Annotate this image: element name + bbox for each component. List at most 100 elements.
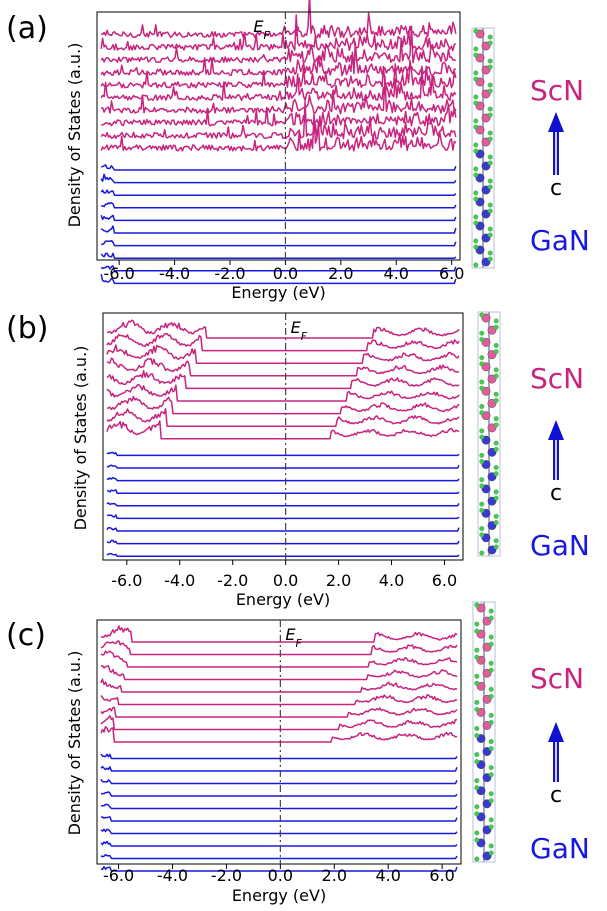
n-atom [488, 720, 494, 725]
scn-dos-curve [100, 100, 457, 140]
n-atom [487, 112, 493, 118]
scn-dos-curve [100, 0, 457, 39]
gan-dos-curve [100, 791, 458, 797]
scn-dos-curve [100, 41, 457, 77]
n-atom [479, 477, 485, 483]
n-atom [473, 28, 479, 34]
n-atom [488, 772, 494, 778]
scn-label: ScN [530, 662, 584, 695]
scn-dos-curve [100, 693, 458, 706]
arrow-head [548, 420, 564, 440]
gan-dos-curve [100, 189, 457, 196]
n-atom [488, 686, 494, 692]
scn-dos-curve [106, 370, 460, 390]
n-atom [479, 361, 485, 367]
n-atom [474, 647, 480, 653]
n-atom [479, 336, 485, 342]
gan-dos-curve [100, 828, 458, 835]
gan-dos-curve [100, 816, 458, 822]
n-atom [473, 190, 479, 196]
n-atom [487, 64, 493, 70]
n-atom [474, 699, 480, 705]
x-tick-label: 4.0 [379, 571, 404, 590]
x-tick-label: -2.0 [217, 571, 248, 590]
gan-dos-curve [101, 164, 457, 171]
n-atom [488, 791, 494, 797]
gan-dos-curve [100, 214, 457, 222]
n-atom [487, 40, 493, 46]
scn-dos-curve [106, 383, 460, 402]
n-atom [493, 324, 499, 330]
n-atom [488, 824, 494, 830]
n-atom [488, 843, 494, 849]
crystal-structure [477, 311, 501, 557]
n-atom [479, 526, 485, 532]
gan-dos-curve [100, 778, 458, 785]
n-atom [479, 379, 485, 385]
n-atom [488, 660, 494, 666]
gan-dos-curve [100, 201, 457, 209]
arrow-head [548, 722, 564, 742]
scn-dos-curve [100, 25, 457, 64]
n-atom [479, 434, 485, 440]
x-tick-label: 2.0 [326, 571, 351, 590]
n-atom [493, 471, 499, 477]
n-atom [488, 850, 494, 856]
n-atom [488, 634, 494, 640]
scn-dos-curve [100, 715, 458, 731]
scn-dos-curve [100, 113, 457, 152]
n-atom [474, 680, 480, 686]
c-axis-label: c [550, 481, 562, 506]
n-atom [473, 94, 479, 100]
n-atom [488, 667, 494, 673]
n-atom [479, 507, 485, 513]
n-atom [493, 495, 499, 501]
n-atom [488, 817, 494, 823]
n-atom [487, 88, 493, 94]
n-atom [488, 641, 494, 647]
n-atom [487, 82, 493, 88]
scn-dos-curve [100, 59, 457, 89]
n-atom [473, 52, 479, 58]
n-atom [473, 124, 479, 130]
scn-dos-curve [101, 103, 457, 127]
n-atom [479, 385, 485, 391]
gan-label: GaN [530, 832, 590, 865]
n-atom [493, 318, 499, 324]
scn-dos-curve [100, 640, 458, 656]
n-atom [488, 746, 494, 752]
gan-label: GaN [530, 224, 590, 257]
n-atom [474, 830, 480, 836]
gan-dos-curve [106, 476, 460, 482]
n-atom [479, 459, 485, 464]
n-atom [493, 513, 499, 519]
n-atom [487, 250, 493, 256]
x-tick-label: 0.0 [273, 264, 298, 283]
n-atom [473, 70, 479, 76]
gan-dos-curve [106, 489, 460, 494]
y-axis-label: Density of States (a.u.) [65, 43, 84, 228]
n-atom [488, 615, 494, 621]
n-atom [474, 733, 480, 738]
x-tick-label: -4.0 [164, 571, 195, 590]
n-atom [473, 262, 479, 268]
n-atom [473, 196, 479, 202]
n-atom [487, 154, 493, 160]
n-atom [488, 712, 494, 718]
n-atom [487, 226, 493, 232]
fermi-label: EF [285, 625, 302, 650]
x-axis-label: Energy (eV) [231, 283, 325, 302]
n-atom [479, 452, 485, 458]
gan-dos-curve [100, 274, 457, 285]
gan-dos-curve [101, 239, 457, 247]
dos-curves [106, 319, 460, 557]
crystal-structure [472, 601, 496, 863]
n-atom [493, 416, 499, 422]
gan-dos-curve [100, 840, 458, 847]
gan-dos-curve [106, 451, 460, 457]
n-atom [487, 34, 493, 40]
plot-frame [96, 619, 462, 865]
scn-dos-curve [106, 407, 460, 427]
n-atom [493, 398, 499, 403]
